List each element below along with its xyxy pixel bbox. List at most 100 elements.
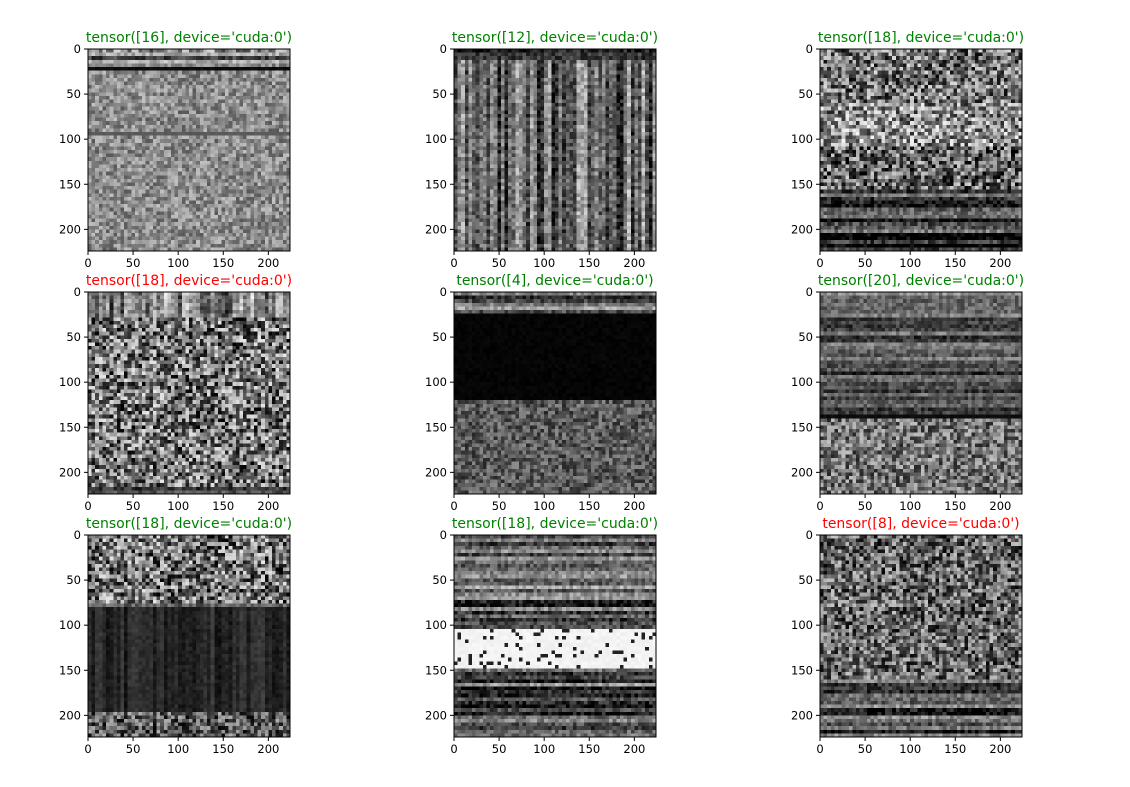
x-tick-label: 50 (858, 742, 873, 756)
x-tick-label: 200 (989, 256, 1011, 270)
heatmap-image (820, 535, 1022, 737)
y-tick-label: 0 (74, 528, 81, 542)
x-tick-label: 0 (816, 742, 823, 756)
y-tick-label: 50 (798, 87, 813, 101)
x-tick-label: 150 (578, 742, 600, 756)
x-tick-label: 0 (450, 499, 457, 513)
x-tick-label: 200 (257, 256, 279, 270)
x-tick-label: 100 (899, 256, 921, 270)
y-tick-label: 150 (791, 177, 813, 191)
heatmap-image (820, 292, 1022, 494)
y-tick-label: 150 (425, 177, 447, 191)
y-tick-label: 100 (59, 132, 81, 146)
x-tick-label: 50 (492, 742, 507, 756)
subplot-9: tensor([8], device='cuda:0') 0 50 100 150 200… (791, 516, 1023, 756)
x-tick-label: 200 (989, 742, 1011, 756)
subplot-4: tensor([18], device='cuda:0') 0 50 100 150 20… (59, 273, 292, 513)
x-tick-label: 50 (126, 499, 141, 513)
axes-frame (87, 48, 291, 252)
subplot-6: tensor([20], device='cuda:0') 0 50 100 150 20… (791, 273, 1024, 513)
y-tick-label: 200 (791, 708, 813, 722)
x-tick-label: 0 (84, 499, 91, 513)
x-tick-label: 50 (858, 256, 873, 270)
x-tick-label: 200 (623, 742, 645, 756)
x-tick-label: 50 (492, 499, 507, 513)
subplot-title: tensor([18], device='cuda:0') (452, 516, 658, 532)
y-tick-label: 200 (425, 465, 447, 479)
x-tick-label: 200 (989, 499, 1011, 513)
y-tick-label: 200 (59, 465, 81, 479)
x-tick-label: 200 (623, 499, 645, 513)
subplot-title: tensor([4], device='cuda:0') (456, 273, 653, 289)
axes-frame (453, 48, 657, 252)
x-tick-label: 100 (167, 742, 189, 756)
axes-frame (453, 534, 657, 738)
heatmap-image (454, 535, 656, 737)
y-tick-label: 100 (425, 132, 447, 146)
y-tick-label: 150 (791, 663, 813, 677)
subplot-2: tensor([12], device='cuda:0') 0 50 100 150 20… (425, 30, 658, 270)
heatmap-image (88, 292, 290, 494)
y-tick-label: 100 (59, 375, 81, 389)
x-tick-label: 0 (816, 499, 823, 513)
x-tick-label: 100 (167, 256, 189, 270)
y-tick-label: 150 (791, 420, 813, 434)
axes-frame (87, 291, 291, 495)
x-tick-label: 150 (212, 256, 234, 270)
x-tick-label: 100 (533, 499, 555, 513)
y-tick-label: 50 (432, 330, 447, 344)
y-tick-label: 100 (425, 618, 447, 632)
axes-frame (453, 291, 657, 495)
y-tick-label: 200 (791, 465, 813, 479)
y-tick-label: 0 (440, 528, 447, 542)
x-tick-label: 150 (944, 499, 966, 513)
y-tick-label: 150 (59, 420, 81, 434)
x-tick-label: 200 (257, 742, 279, 756)
y-tick-label: 150 (425, 420, 447, 434)
x-tick-label: 100 (533, 256, 555, 270)
y-tick-label: 150 (425, 663, 447, 677)
y-tick-label: 100 (59, 618, 81, 632)
subplot-title: tensor([20], device='cuda:0') (818, 273, 1024, 289)
x-tick-label: 100 (899, 742, 921, 756)
y-tick-label: 150 (59, 177, 81, 191)
x-tick-label: 50 (126, 256, 141, 270)
subplot-8: tensor([18], device='cuda:0') 0 50 100 150 20… (425, 516, 658, 756)
subplot-title: tensor([16], device='cuda:0') (86, 30, 292, 46)
x-tick-label: 100 (533, 742, 555, 756)
y-tick-label: 50 (66, 330, 81, 344)
x-tick-label: 200 (623, 256, 645, 270)
subplot-title: tensor([8], device='cuda:0') (822, 516, 1019, 532)
y-tick-label: 0 (440, 42, 447, 56)
heatmap-image (820, 49, 1022, 251)
x-tick-label: 100 (899, 499, 921, 513)
subplot-title: tensor([18], device='cuda:0') (86, 273, 292, 289)
y-tick-label: 200 (425, 708, 447, 722)
y-tick-label: 0 (440, 285, 447, 299)
y-tick-label: 100 (791, 375, 813, 389)
heatmap-image (88, 49, 290, 251)
axes-frame (87, 534, 291, 738)
x-tick-label: 0 (450, 256, 457, 270)
x-tick-label: 50 (858, 499, 873, 513)
heatmap-image (88, 535, 290, 737)
axes-frame (819, 534, 1023, 738)
y-tick-label: 50 (798, 330, 813, 344)
axes-frame (819, 48, 1023, 252)
y-tick-label: 50 (432, 87, 447, 101)
x-tick-label: 150 (578, 256, 600, 270)
subplot-1: tensor([16], device='cuda:0') 0 50 100 150 20… (59, 30, 292, 270)
x-tick-label: 150 (944, 742, 966, 756)
subplot-3: tensor([18], device='cuda:0') 0 50 100 150 20… (791, 30, 1024, 270)
x-tick-label: 150 (212, 499, 234, 513)
x-tick-label: 150 (212, 742, 234, 756)
axes-frame (819, 291, 1023, 495)
y-tick-label: 150 (59, 663, 81, 677)
x-tick-label: 0 (84, 256, 91, 270)
y-tick-label: 200 (425, 222, 447, 236)
y-tick-label: 0 (74, 285, 81, 299)
subplot-7: tensor([18], device='cuda:0') 0 50 100 150 20… (59, 516, 292, 756)
x-tick-label: 50 (126, 742, 141, 756)
subplot-5: tensor([4], device='cuda:0') 0 50 100 150 200… (425, 273, 657, 513)
y-tick-label: 0 (806, 285, 813, 299)
